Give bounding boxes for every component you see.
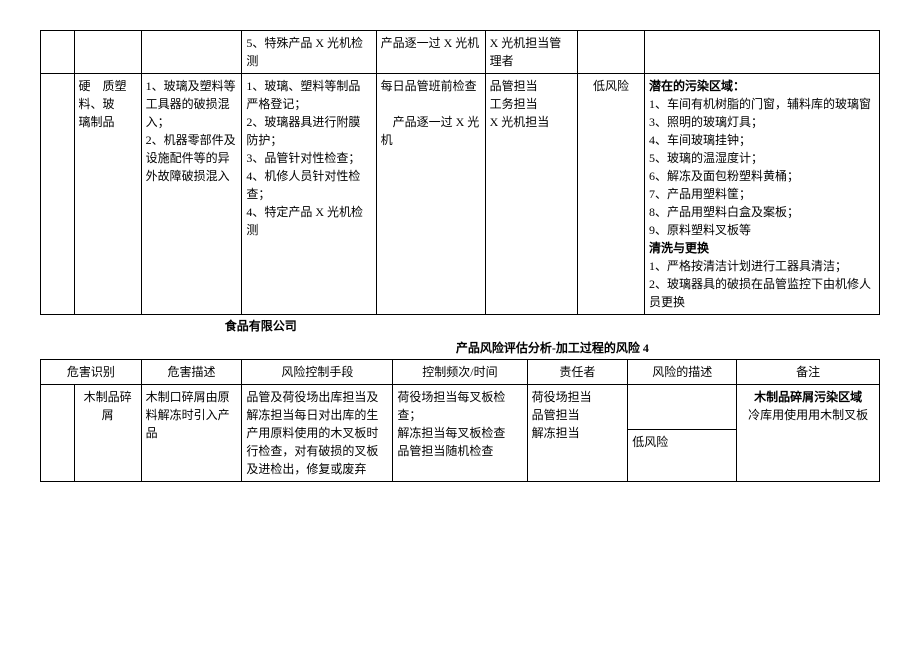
col-header: 责任者 [527, 360, 628, 385]
table-row: 硬 质塑料、玻 璃制品 1、玻璃及塑料等工具器的破损混入；2、机器零部件及设施配… [41, 74, 880, 315]
cell: 1、玻璃、塑料等制品严格登记；2、玻璃器具进行附膜防护；3、品管针对性检查；4、… [242, 74, 376, 315]
cell-remark: 潜在的污染区域：1、车间有机树脂的门窗，辅料库的玻璃窗3、照明的玻璃灯具；4、车… [645, 74, 880, 315]
cell: 低风险 [628, 430, 737, 482]
cell: 产品逐一过 X 光机 [376, 31, 485, 74]
cell: 荷役场担当每叉板检查；解冻担当每叉板检查品管担当随机检查 [393, 385, 527, 482]
company-name: 食品有限公司 [225, 315, 880, 337]
cell: 硬 质塑料、玻 璃制品 [74, 74, 141, 315]
cell [41, 74, 75, 315]
section-title: 产品风险评估分析-加工过程的风险 4 [225, 337, 880, 359]
cell: 品管担当工务担当X 光机担当 [485, 74, 577, 315]
col-header: 备注 [737, 360, 880, 385]
col-header: 风险控制手段 [242, 360, 393, 385]
risk-table-4: 危害识别 危害描述 风险控制手段 控制频次/时间 责任者 风险的描述 备注 木制… [40, 359, 880, 482]
cell: 木制品碎屑 [74, 385, 141, 482]
cell: 木制口碎屑由原料解冻时引入产品 [141, 385, 242, 482]
heading-block: 食品有限公司 产品风险评估分析-加工过程的风险 4 [40, 315, 880, 359]
cell: 每日品管班前检查 产品逐一过 X 光机 [376, 74, 485, 315]
cell [645, 31, 880, 74]
cell: 5、特殊产品 X 光机检测 [242, 31, 376, 74]
table-row: 木制品碎屑 木制口碎屑由原料解冻时引入产品 品管及荷役场出库担当及解冻担当每日对… [41, 385, 880, 430]
cell: X 光机担当管理者 [485, 31, 577, 74]
cell-remark: 木制品碎屑污染区域冷库用使用用木制叉板 [737, 385, 880, 482]
table-header-row: 危害识别 危害描述 风险控制手段 控制频次/时间 责任者 风险的描述 备注 [41, 360, 880, 385]
cell: 1、玻璃及塑料等工具器的破损混入；2、机器零部件及设施配件等的异外故障破损混入 [141, 74, 242, 315]
cell: 荷役场担当品管担当解冻担当 [527, 385, 628, 482]
cell [141, 31, 242, 74]
cell [74, 31, 141, 74]
col-header: 控制频次/时间 [393, 360, 527, 385]
cell: 品管及荷役场出库担当及解冻担当每日对出库的生产用原料使用的木叉板时行检查，对有破… [242, 385, 393, 482]
cell [577, 31, 644, 74]
col-header: 危害描述 [141, 360, 242, 385]
cell [628, 385, 737, 430]
cell [41, 385, 75, 482]
table-row: 5、特殊产品 X 光机检测 产品逐一过 X 光机 X 光机担当管理者 [41, 31, 880, 74]
cell: 低风险 [577, 74, 644, 315]
col-header: 危害识别 [41, 360, 142, 385]
risk-table-upper: 5、特殊产品 X 光机检测 产品逐一过 X 光机 X 光机担当管理者 硬 质塑料… [40, 30, 880, 315]
col-header: 风险的描述 [628, 360, 737, 385]
cell [41, 31, 75, 74]
